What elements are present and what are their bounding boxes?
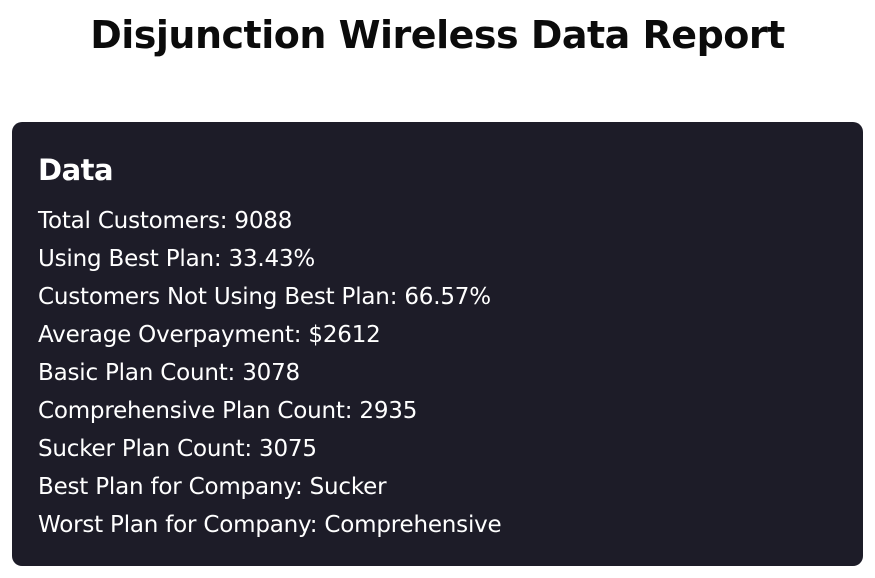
stat-worst-plan-for-company: Worst Plan for Company: Comprehensive <box>38 512 502 538</box>
data-card: Data Total Customers: 9088 Using Best Pl… <box>12 122 863 566</box>
stat-total-customers: Total Customers: 9088 <box>38 208 293 234</box>
stat-using-best-plan: Using Best Plan: 33.43% <box>38 246 316 272</box>
stat-average-overpayment: Average Overpayment: $2612 <box>38 322 381 348</box>
page-title: Disjunction Wireless Data Report <box>90 13 785 57</box>
card-heading: Data <box>38 153 114 187</box>
stat-best-plan-for-company: Best Plan for Company: Sucker <box>38 474 387 500</box>
stats-list: Total Customers: 9088 Using Best Plan: 3… <box>38 202 837 544</box>
stat-basic-plan-count: Basic Plan Count: 3078 <box>38 360 300 386</box>
stat-not-using-best-plan: Customers Not Using Best Plan: 66.57% <box>38 284 491 310</box>
stat-sucker-plan-count: Sucker Plan Count: 3075 <box>38 436 317 462</box>
stat-comprehensive-plan-count: Comprehensive Plan Count: 2935 <box>38 398 418 424</box>
